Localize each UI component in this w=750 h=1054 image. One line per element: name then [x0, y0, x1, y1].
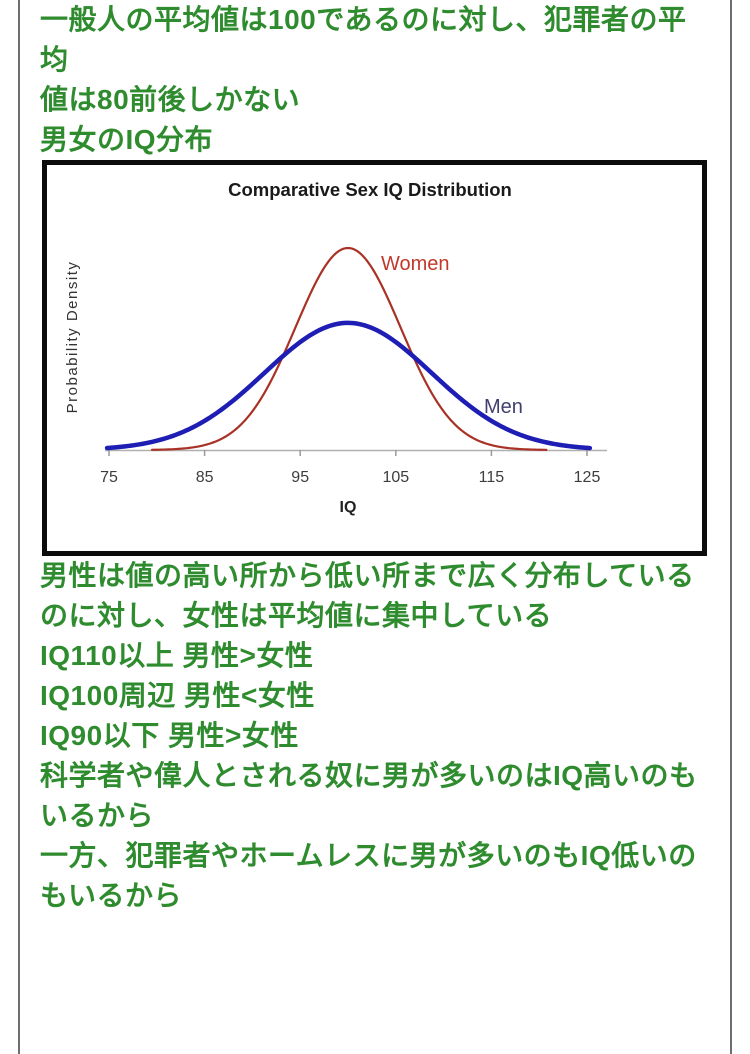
- paragraph-chart-heading: 男女のIQ分布: [40, 124, 214, 155]
- quote-border-left: [18, 0, 20, 1054]
- chart-x-axis-label: IQ: [340, 499, 357, 516]
- paragraph-iq-comparison: IQ110以上 男性>女性 IQ100周辺 男性<女性 IQ90以下 男性>女性: [40, 640, 315, 751]
- chart-y-axis-label: Probability Density: [64, 261, 81, 414]
- x-axis: 75 85 95 105 115 125: [100, 449, 607, 486]
- quote-border-right: [730, 0, 732, 1054]
- paragraph-conclusion: 科学者や偉人とされる奴に男が多いのはIQ高いのも いるから 一方、犯罪者やホーム…: [40, 760, 698, 911]
- iq-distribution-chart-image[interactable]: Comparative Sex IQ Distribution Probabil…: [42, 160, 707, 556]
- x-tick-label: 85: [196, 469, 214, 486]
- women-series-label: Women: [381, 253, 450, 275]
- chart-title: Comparative Sex IQ Distribution: [228, 179, 512, 200]
- distribution-curves: [104, 246, 593, 451]
- x-tick-label: 125: [574, 469, 601, 486]
- iq-distribution-chart: Comparative Sex IQ Distribution Probabil…: [64, 179, 607, 516]
- x-tick-label: 75: [100, 469, 118, 486]
- women-curve: [150, 246, 548, 451]
- men-series-label: Men: [484, 396, 523, 418]
- paragraph-intro: 一般人の平均値は100であるのに対し、犯罪者の平均 値は80前後しかない: [40, 4, 687, 115]
- paragraph-analysis: 男性は値の高い所から低い所まで広く分布している のに対し、女性は平均値に集中して…: [40, 560, 695, 631]
- x-tick-label: 95: [291, 469, 309, 486]
- x-tick-label: 115: [479, 469, 505, 486]
- x-tick-label: 105: [382, 469, 409, 486]
- men-curve: [104, 320, 593, 451]
- post-content: 一般人の平均値は100であるのに対し、犯罪者の平均 値は80前後しかない 男女の…: [40, 0, 712, 916]
